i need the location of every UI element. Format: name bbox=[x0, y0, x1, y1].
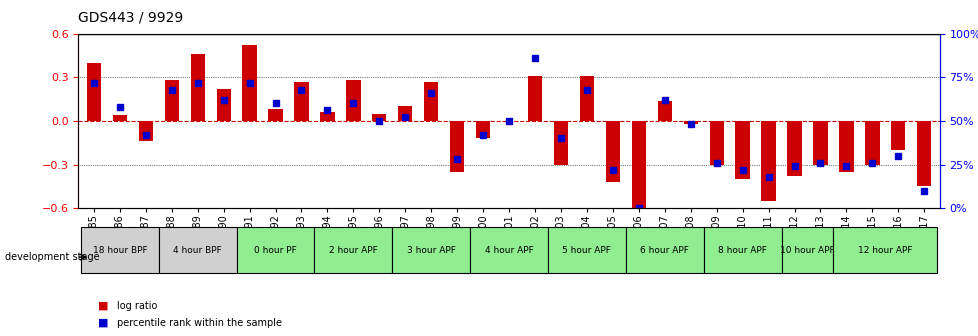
Bar bbox=[554, 121, 567, 165]
Bar bbox=[320, 112, 334, 121]
Bar bbox=[294, 82, 308, 121]
FancyBboxPatch shape bbox=[703, 227, 780, 273]
Bar bbox=[191, 54, 204, 121]
Bar bbox=[605, 121, 619, 182]
Text: 8 hour APF: 8 hour APF bbox=[718, 246, 767, 255]
Bar bbox=[813, 121, 826, 165]
Bar bbox=[709, 121, 723, 165]
FancyBboxPatch shape bbox=[314, 227, 392, 273]
FancyBboxPatch shape bbox=[392, 227, 469, 273]
Bar bbox=[216, 89, 231, 121]
Text: 0 hour PF: 0 hour PF bbox=[254, 246, 296, 255]
FancyBboxPatch shape bbox=[548, 227, 625, 273]
Text: ■: ■ bbox=[98, 318, 109, 328]
FancyBboxPatch shape bbox=[832, 227, 936, 273]
Bar bbox=[423, 82, 438, 121]
FancyBboxPatch shape bbox=[469, 227, 548, 273]
Bar bbox=[527, 76, 542, 121]
Bar bbox=[786, 121, 801, 176]
Bar bbox=[865, 121, 878, 165]
FancyBboxPatch shape bbox=[158, 227, 237, 273]
Bar bbox=[450, 121, 464, 172]
Text: 3 hour APF: 3 hour APF bbox=[407, 246, 455, 255]
FancyBboxPatch shape bbox=[237, 227, 314, 273]
Bar bbox=[372, 114, 386, 121]
Bar bbox=[475, 121, 490, 138]
Text: percentile rank within the sample: percentile rank within the sample bbox=[117, 318, 283, 328]
Bar bbox=[243, 45, 256, 121]
Bar bbox=[838, 121, 853, 172]
Text: 6 hour APF: 6 hour APF bbox=[640, 246, 689, 255]
Bar bbox=[631, 121, 645, 208]
Text: GDS443 / 9929: GDS443 / 9929 bbox=[78, 11, 184, 25]
FancyBboxPatch shape bbox=[780, 227, 832, 273]
Text: 5 hour APF: 5 hour APF bbox=[562, 246, 610, 255]
Bar bbox=[683, 121, 697, 124]
Bar bbox=[87, 63, 101, 121]
Text: log ratio: log ratio bbox=[117, 301, 157, 311]
Bar bbox=[916, 121, 930, 186]
Bar bbox=[761, 121, 775, 201]
Bar bbox=[398, 107, 412, 121]
Text: 12 hour APF: 12 hour APF bbox=[858, 246, 911, 255]
Text: 2 hour APF: 2 hour APF bbox=[329, 246, 378, 255]
Text: ■: ■ bbox=[98, 301, 109, 311]
Bar bbox=[657, 100, 671, 121]
FancyBboxPatch shape bbox=[625, 227, 703, 273]
Text: 4 hour BPF: 4 hour BPF bbox=[173, 246, 222, 255]
Text: development stage: development stage bbox=[5, 252, 100, 262]
Bar bbox=[734, 121, 749, 179]
Bar bbox=[890, 121, 905, 150]
Bar bbox=[139, 121, 153, 141]
Text: 4 hour APF: 4 hour APF bbox=[484, 246, 533, 255]
FancyBboxPatch shape bbox=[81, 227, 158, 273]
Text: 10 hour APF: 10 hour APF bbox=[779, 246, 834, 255]
Text: 18 hour BPF: 18 hour BPF bbox=[93, 246, 147, 255]
Bar bbox=[268, 109, 283, 121]
Bar bbox=[579, 76, 594, 121]
Bar bbox=[112, 115, 127, 121]
Bar bbox=[346, 80, 360, 121]
Bar bbox=[164, 80, 179, 121]
